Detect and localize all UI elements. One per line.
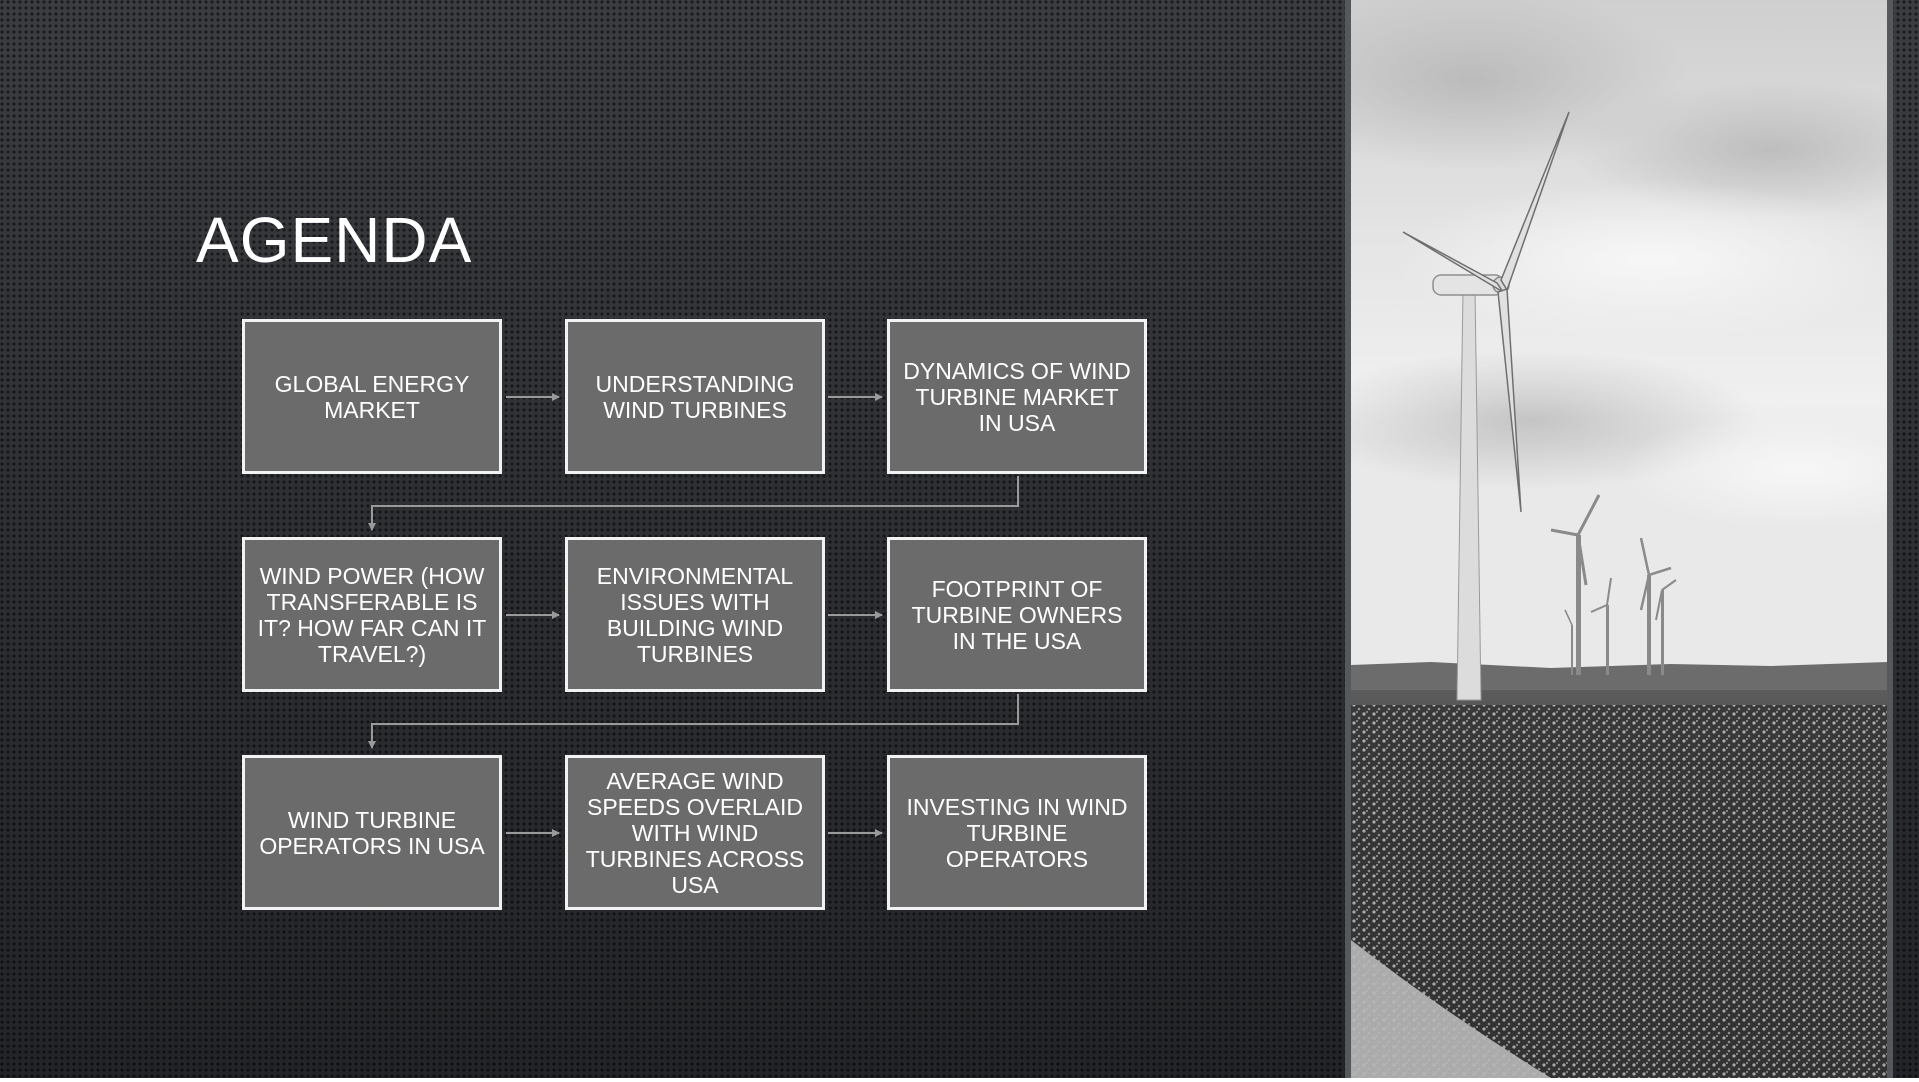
agenda-item-label: ENVIRONMENTAL ISSUES WITH BUILDING WIND … xyxy=(596,562,794,667)
agenda-item-label: INVESTING IN WIND TURBINE OPERATORS xyxy=(906,793,1128,872)
agenda-item-label: WIND POWER (HOW TRANSFERABLE IS IT? HOW … xyxy=(257,562,487,667)
agenda-item-environmental-issues[interactable]: ENVIRONMENTAL ISSUES WITH BUILDING WIND … xyxy=(565,537,825,692)
agenda-item-investing[interactable]: INVESTING IN WIND TURBINE OPERATORS xyxy=(887,755,1147,910)
wind-turbine-photo xyxy=(1345,0,1893,1078)
arrow-3-4 xyxy=(368,476,1019,531)
agenda-item-average-wind-speeds[interactable]: AVERAGE WIND SPEEDS OVERLAID WITH WIND T… xyxy=(565,755,825,910)
arrow-6-7 xyxy=(368,694,1019,749)
agenda-item-dynamics-of-market[interactable]: DYNAMICS OF WIND TURBINE MARKET IN USA xyxy=(887,319,1147,474)
agenda-item-turbine-operators[interactable]: WIND TURBINE OPERATORS IN USA xyxy=(242,755,502,910)
agenda-item-label: UNDERSTANDING WIND TURBINES xyxy=(595,370,795,423)
agenda-item-understanding-wind-turbines[interactable]: UNDERSTANDING WIND TURBINES xyxy=(565,319,825,474)
agenda-item-wind-power[interactable]: WIND POWER (HOW TRANSFERABLE IS IT? HOW … xyxy=(242,537,502,692)
agenda-item-label: FOOTPRINT OF TURBINE OWNERS IN THE USA xyxy=(911,575,1123,654)
wind-turbine-field-photo-icon xyxy=(1351,0,1887,1078)
agenda-item-global-energy-market[interactable]: GLOBAL ENERGY MARKET xyxy=(242,319,502,474)
slide-title: AGENDA xyxy=(196,204,473,276)
bottom-edge xyxy=(0,1078,1919,1082)
agenda-item-footprint-of-owners[interactable]: FOOTPRINT OF TURBINE OWNERS IN THE USA xyxy=(887,537,1147,692)
agenda-item-label: DYNAMICS OF WIND TURBINE MARKET IN USA xyxy=(903,357,1131,436)
agenda-item-label: WIND TURBINE OPERATORS IN USA xyxy=(259,806,485,859)
agenda-item-label: GLOBAL ENERGY MARKET xyxy=(274,370,470,423)
agenda-item-label: AVERAGE WIND SPEEDS OVERLAID WITH WIND T… xyxy=(585,767,805,898)
